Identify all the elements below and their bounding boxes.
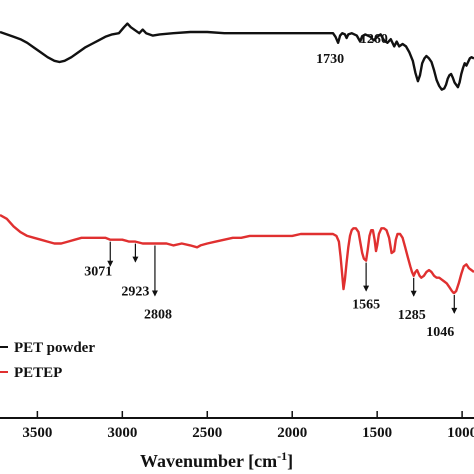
x-tick-label-2000: 2000 (277, 425, 307, 441)
x-axis-title-superscript: -1 (277, 449, 287, 463)
peak-2808-label: 2808 (144, 308, 172, 323)
peak-2923-arrow-head (132, 256, 139, 263)
x-axis-title: Wavenumber [cm-1] (140, 449, 293, 471)
x-tick-label-3500: 3500 (22, 425, 52, 441)
peak-1565-label: 1565 (352, 298, 380, 313)
x-axis: 3500 3000 2500 2000 1500 1000 (0, 411, 474, 441)
annotation-layer: 173012603071292328081565128510468 (84, 32, 458, 340)
peak-3071-label: 3071 (84, 265, 112, 280)
legend-label-petep: PETEP (14, 365, 62, 381)
peak-1565-arrow-head (363, 285, 370, 292)
x-tick-label-1500: 1500 (362, 425, 392, 441)
x-tick-label-2500: 2500 (192, 425, 222, 441)
series-layer (0, 22, 474, 295)
series-line-petep (0, 213, 474, 295)
x-axis-title-end: ] (287, 451, 293, 471)
peak-1046-label: 1046 (426, 325, 454, 340)
legend: PET powder PETEP (0, 340, 95, 381)
peak-2923-label: 2923 (121, 285, 149, 300)
peak-1046-arrow-head (451, 307, 458, 314)
series-line-pet-powder (0, 22, 474, 91)
peak-1260-label: 1260 (360, 32, 388, 47)
peak-2808-arrow-head (151, 290, 158, 297)
x-tick-label-1000: 1000 (447, 425, 474, 441)
peak-3071-arrow-head (107, 260, 114, 267)
x-tick-label-3000: 3000 (107, 425, 137, 441)
peak-1730-label: 1730 (316, 52, 344, 67)
peak-1285-label: 1285 (398, 308, 426, 323)
peak-1285-arrow-head (410, 290, 417, 297)
legend-label-pet-powder: PET powder (14, 340, 95, 356)
